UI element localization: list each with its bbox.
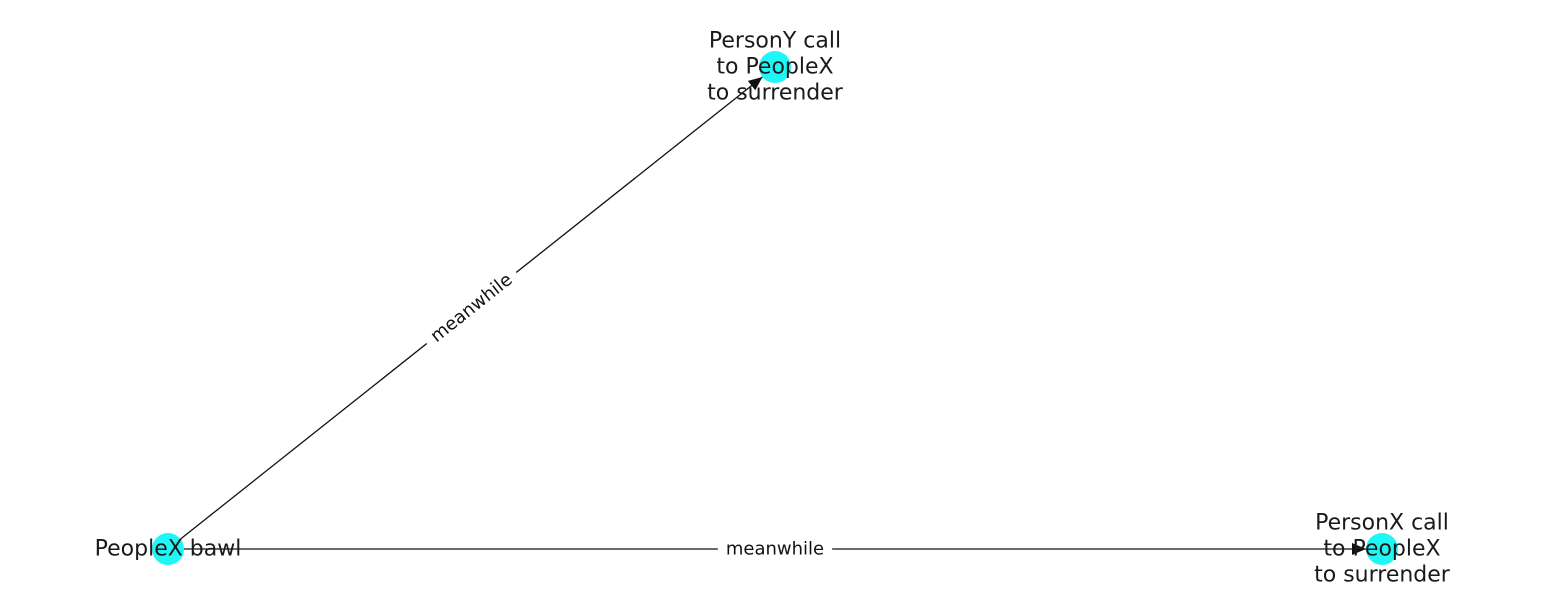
edge-bawl-to-personx-label-bg xyxy=(717,536,833,562)
node-peoplex-bawl-circle xyxy=(152,533,184,565)
node-personx-call-circle xyxy=(1366,533,1398,565)
node-persony-call-label-line: to surrender xyxy=(707,81,844,106)
node-personx-call-label-line: to surrender xyxy=(1314,563,1451,588)
node-personx-call-label: PersonX call to PeopleX to surrender xyxy=(1314,511,1451,588)
nodes-layer xyxy=(152,51,1398,565)
node-personx-call-label-line: to PeopleX xyxy=(1323,537,1440,562)
edge-bawl-to-persony-label-bg xyxy=(418,262,525,354)
edges-layer: meanwhile meanwhile xyxy=(180,76,1366,562)
edge-bawl-to-personx-label-group: meanwhile xyxy=(717,536,833,562)
node-persony-call-label-line: to PeopleX xyxy=(716,55,833,80)
node-persony-call-label-line: PersonY call xyxy=(709,29,841,54)
node-peoplex-bawl-label-line: PeopleX bawl xyxy=(95,537,242,562)
edge-label: meanwhile xyxy=(726,539,824,560)
node-persony-call-circle xyxy=(759,51,791,83)
edge-bawl-to-persony-label-group: meanwhile xyxy=(418,262,525,354)
edge-label: meanwhile xyxy=(426,269,516,347)
node-persony-call-label: PersonY call to PeopleX to surrender xyxy=(707,29,844,106)
node-personx-call-label-line: PersonX call xyxy=(1315,511,1449,536)
node-peoplex-bawl-label: PeopleX bawl xyxy=(95,537,242,562)
